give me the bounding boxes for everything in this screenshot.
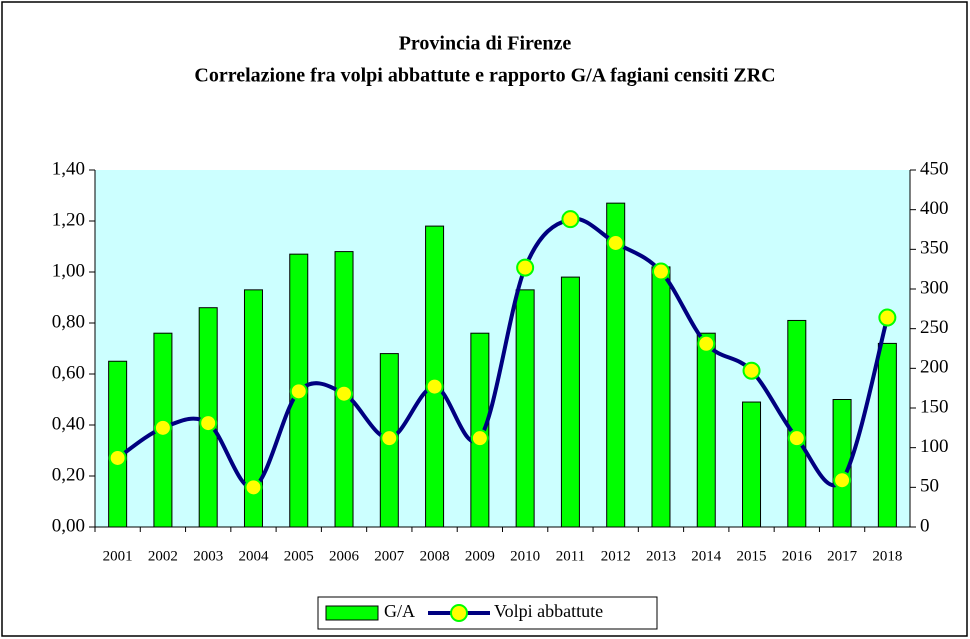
legend-swatch — [325, 605, 379, 621]
bar — [108, 360, 128, 528]
x-tick-label: 2008 — [420, 548, 450, 564]
x-tick-label: 2018 — [872, 548, 902, 564]
x-tick-label: 2004 — [238, 548, 269, 564]
y2-tick-label: 0 — [920, 515, 930, 536]
y2-tick-label: 400 — [920, 198, 949, 219]
y2-tick-label: 450 — [920, 158, 949, 179]
chart-subtitle: Correlazione fra volpi abbattute e rappo… — [194, 65, 775, 87]
x-tick-label: 2017 — [827, 548, 858, 564]
bar — [877, 342, 897, 528]
y-tick-label: 0,80 — [52, 311, 85, 332]
legend-label: G/A — [384, 601, 415, 621]
y2-tick-label: 300 — [920, 277, 949, 298]
x-tick-label: 2015 — [737, 548, 767, 564]
legend-marker — [450, 604, 468, 622]
x-tick-label: 2009 — [465, 548, 495, 564]
marker — [833, 471, 852, 490]
y2-tick-label: 100 — [920, 436, 949, 457]
x-tick-label: 2003 — [193, 548, 223, 564]
x-tick-label: 2014 — [691, 548, 722, 564]
y-tick-label: 1,00 — [52, 260, 85, 281]
y2-tick-label: 200 — [920, 357, 949, 378]
x-tick-label: 2010 — [510, 548, 540, 564]
bar — [560, 276, 580, 528]
x-tick-label: 2006 — [329, 548, 360, 564]
marker — [697, 334, 716, 353]
x-tick-label: 2002 — [148, 548, 178, 564]
y-tick-label: 0,00 — [52, 515, 85, 536]
plot-area — [95, 170, 910, 527]
marker — [335, 384, 354, 403]
y2-tick-label: 50 — [920, 476, 939, 497]
marker — [425, 377, 444, 396]
bar — [742, 401, 762, 528]
marker — [606, 233, 625, 252]
y-tick-label: 0,40 — [52, 413, 85, 434]
marker — [289, 382, 308, 401]
bar — [696, 332, 716, 528]
marker — [516, 258, 535, 277]
y-tick-label: 1,40 — [52, 158, 85, 179]
y-tick-label: 0,20 — [52, 464, 85, 485]
bar — [651, 266, 671, 528]
marker — [244, 478, 263, 497]
x-tick-label: 2011 — [556, 548, 585, 564]
legend-label: Volpi abbattute — [494, 601, 603, 621]
marker — [199, 414, 218, 433]
y2-tick-label: 150 — [920, 396, 949, 417]
marker — [878, 308, 897, 327]
x-tick-label: 2013 — [646, 548, 676, 564]
y2-tick-label: 350 — [920, 238, 949, 259]
bar — [515, 289, 535, 528]
x-tick-label: 2001 — [103, 548, 133, 564]
x-tick-label: 2005 — [284, 548, 314, 564]
marker — [153, 418, 172, 437]
marker — [742, 361, 761, 380]
marker — [470, 429, 489, 448]
marker — [787, 429, 806, 448]
x-tick-label: 2012 — [601, 548, 631, 564]
chart-title: Provincia di Firenze — [399, 33, 572, 55]
bar — [787, 319, 807, 528]
bar — [425, 225, 445, 528]
marker — [380, 429, 399, 448]
y2-tick-label: 250 — [920, 317, 949, 338]
y-tick-label: 1,20 — [52, 209, 85, 230]
x-tick-label: 2016 — [782, 548, 813, 564]
marker — [108, 448, 127, 467]
marker — [561, 210, 580, 229]
x-tick-label: 2007 — [374, 548, 405, 564]
y-tick-label: 0,60 — [52, 362, 85, 383]
marker — [651, 262, 670, 281]
